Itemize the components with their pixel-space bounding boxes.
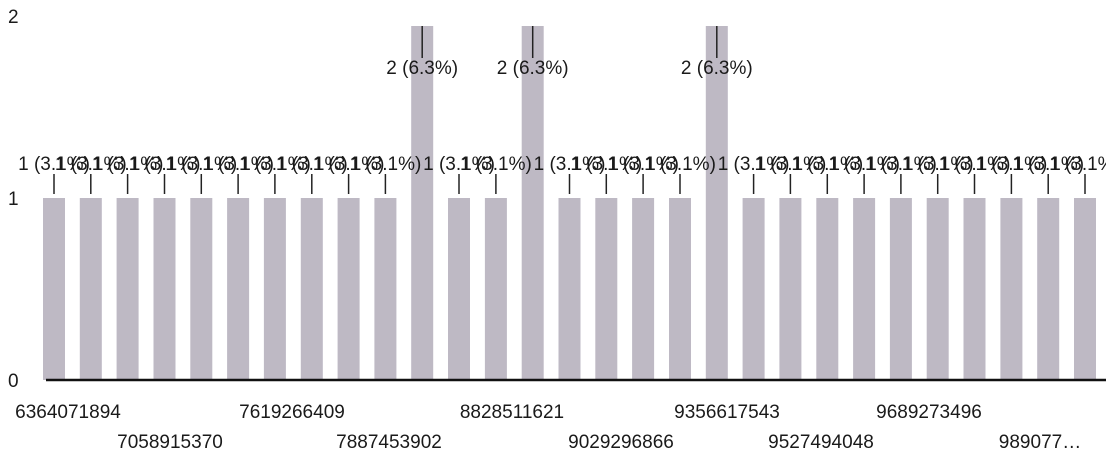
y-tick-label: 2 [8,7,19,28]
data-label: 1 (3.1%) [975,154,1047,175]
bar [963,198,986,380]
data-label: 1 (3.1%) [460,154,532,175]
bar [79,198,102,380]
bar [816,198,839,380]
data-label: 2 (6.3%) [497,58,569,79]
x-tick-label: 9029296866 [568,432,674,453]
data-label: 1 (3.1%) [1012,154,1084,175]
bar [1074,198,1096,380]
data-label: 1 (3.1%) [423,154,495,175]
data-label: 2 (6.3%) [386,58,458,79]
bar [926,198,949,380]
data-label: 2 (6.3%) [681,58,753,79]
bar [595,198,618,380]
x-tick-label: 9356617543 [674,402,780,423]
bar [484,198,507,380]
data-label: 1 (3.1%) [1049,154,1106,175]
bar [558,198,581,380]
data-label: 1 (3.1%) [939,154,1011,175]
y-tick-label: 0 [8,371,19,392]
data-label: 1 (3.1%) [754,154,826,175]
data-label: 1 (3.1%) [570,154,642,175]
data-label: 1 (3.1%) [791,154,863,175]
bar [669,198,691,380]
x-tick-label: 6364071894 [15,402,121,423]
data-label: 1 (3.1%) [313,154,385,175]
data-label: 1 (3.1%) [55,154,127,175]
bar [889,198,912,380]
data-label: 1 (3.1%) [865,154,937,175]
bar [742,198,765,380]
data-label: 1 (3.1%) [276,154,348,175]
data-label: 1 (3.1%) [239,154,311,175]
x-tick-label: 9527494048 [768,432,874,453]
data-label: 1 (3.1%) [165,154,237,175]
bar [374,198,397,380]
data-label: 1 (3.1%) [644,154,716,175]
bar [116,198,139,380]
data-label: 1 (3.1%) [18,154,90,175]
x-tick-labels-group: 6364071894 7058915370 7619266409 7887453902… [15,402,1081,453]
bar [411,26,434,380]
bar [1037,198,1060,380]
data-label: 1 (3.1%) [902,154,974,175]
bar [853,198,876,380]
data-label: 1 (3.1%) [349,154,421,175]
bar [337,198,360,380]
bar [300,198,323,380]
x-tick-label: 7058915370 [117,432,223,453]
data-label: 1 (3.1%) [607,154,679,175]
y-tick-label: 1 [8,189,19,210]
x-tick-label: 7887453902 [336,432,442,453]
bar [1000,198,1023,380]
bar [448,198,470,380]
bar [521,26,544,380]
x-tick-label: 8828511621 [460,402,564,423]
bar [43,198,65,380]
x-tick-label: 989077… [999,432,1081,453]
bar [705,26,728,380]
data-labels-group: 1 (3.1%)1 (3.1%)1 (3.1%)1 (3.1%)1 (3.1%)… [18,58,1106,175]
data-label: 1 (3.1%) [129,154,201,175]
bars-group [43,26,1096,380]
bar [153,198,176,380]
bar [779,198,802,380]
y-axis: 0 1 2 [8,7,19,392]
data-label: 1 (3.1%) [202,154,274,175]
bar [190,198,213,380]
data-label: 1 (3.1%) [828,154,900,175]
bar [632,198,655,380]
bar [227,198,250,380]
bar [263,198,286,380]
x-tick-label: 9689273496 [876,402,982,423]
data-label: 1 (3.1%) [534,154,606,175]
x-tick-label: 7619266409 [239,402,345,423]
data-label: 1 (3.1%) [92,154,164,175]
label-leaders-group [53,26,1086,194]
data-label: 1 (3.1%) [718,154,790,175]
